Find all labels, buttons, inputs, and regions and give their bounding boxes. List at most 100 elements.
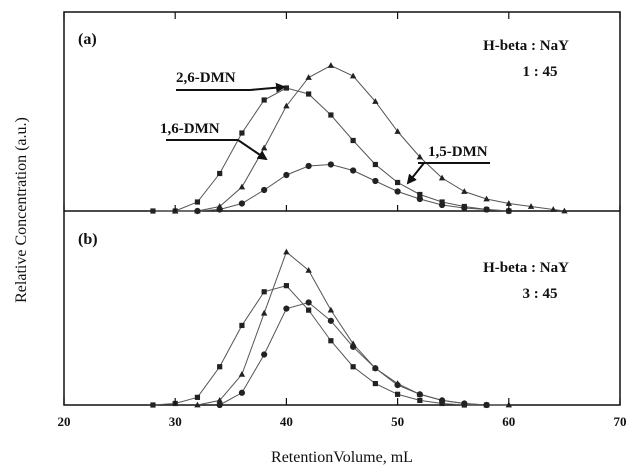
panel-b-2-6-dmn-point (395, 391, 401, 397)
y-axis-title: Relative Concentration (a.u.) (13, 117, 30, 303)
callout-2-6-dmn-arrow (249, 82, 286, 93)
panel-a-1-6-dmn-point (550, 206, 557, 212)
x-tick-label: 20 (58, 414, 71, 429)
panel-a-2-6-dmn-point (350, 137, 356, 144)
panel-b-1-5-dmn-point (394, 382, 401, 389)
callout-1-6-dmn-arrow (237, 139, 268, 161)
panel-b-2-6-dmn-point (217, 364, 223, 370)
panel-b-ratio-value: 3 : 45 (523, 286, 558, 302)
panel-a-ratio-value: 1 : 45 (523, 64, 558, 80)
x-tick-label: 30 (169, 414, 182, 429)
panel-a-1-6-dmn-point (305, 74, 312, 80)
panel-a-1-6-dmn-line (175, 64, 565, 212)
panel-a-2-6-dmn-point (306, 91, 312, 97)
panel-a-1-5-dmn-point (261, 186, 268, 194)
panel-b-2-6-dmn-line (152, 285, 487, 406)
panel-b-2-6-dmn-point (261, 289, 267, 295)
series-layer (150, 62, 568, 409)
panel-b-1-6-dmn-point (260, 309, 268, 316)
panel-b-1-5-dmn-point (327, 317, 334, 324)
panel-a-label: (a) (78, 31, 97, 48)
panel-a-ratio-title: H-beta : NaY (483, 38, 569, 54)
panel-b-1-6-dmn-point (327, 306, 335, 313)
panel-a-1-6-dmn-point (327, 62, 335, 68)
panel-a-2-6-dmn-point (194, 199, 201, 205)
panel-a-2-6-dmn-point (261, 97, 267, 103)
panel-b-1-5-dmn-point (416, 391, 423, 398)
panel-a-1-5-dmn-point (305, 162, 312, 170)
x-axis-title: RetentionVolume, mL (271, 449, 413, 466)
panel-b-1-6-dmn-point (283, 248, 290, 255)
panel-a-1-5-dmn-point (416, 195, 423, 203)
panel-b-1-5-dmn-point (238, 389, 246, 396)
panel-b-2-6-dmn-point (194, 394, 201, 400)
panel-a-1-6-dmn-point (561, 207, 568, 214)
x-tick-label: 60 (502, 414, 515, 429)
panel-b-2-6-dmn-point (372, 380, 378, 387)
callout-2-6-dmn-label: 2,6-DMN (176, 70, 236, 86)
panel-a-1-5-dmn-point (483, 206, 490, 213)
panel-a-1-5-dmn-point (438, 201, 446, 209)
panel-b-1-5-dmn-point (438, 397, 446, 404)
panel-a-1-6-dmn-point (238, 183, 246, 190)
panel-a-1-5-dmn-point (394, 188, 401, 195)
panel-a-2-6-dmn-point (217, 170, 223, 177)
panel-a-1-6-dmn-point (461, 188, 468, 194)
panel-b-2-6-dmn-point (239, 322, 245, 329)
panel-a-2-6-dmn-point (372, 161, 378, 168)
panel-b-2-6-dmn-point (150, 402, 156, 408)
panel-a-2-6-dmn-point (283, 85, 289, 91)
panel-b-2-6-dmn-point (328, 338, 334, 344)
panel-b-1-6-dmn-point (216, 397, 223, 403)
panel-a-1-6-dmn-point (483, 195, 490, 202)
panel-b-ratio-title: H-beta : NaY (483, 260, 569, 276)
panel-a-2-6-dmn-point (328, 112, 334, 118)
panel-b-1-6-dmn-line (197, 251, 509, 406)
panel-b-2-6-dmn-point (417, 397, 423, 404)
panel-b-label: (b) (78, 231, 98, 248)
panel-a-1-5-dmn-point (461, 204, 468, 212)
panel-a-1-6-dmn-point (505, 200, 512, 206)
callout-1-5-dmn-label: 1,5-DMN (428, 144, 488, 160)
panel-a-1-5-dmn-point (327, 161, 334, 168)
panel-a-1-6-dmn-point (527, 203, 535, 209)
panel-b-1-5-dmn-point (216, 401, 223, 409)
panel-a-1-6-dmn-point (349, 72, 357, 79)
panel-a-1-6-dmn-point (416, 153, 424, 160)
x-tick-label: 70 (614, 414, 627, 429)
panel-b-1-5-dmn-point (372, 365, 379, 372)
panel-b-1-5-dmn-point (305, 299, 312, 306)
x-tick-label: 40 (280, 414, 293, 429)
panel-b-1-5-dmn-point (283, 305, 290, 312)
panel-b-2-6-dmn-point (283, 283, 289, 289)
panel-a-2-6-dmn-point (395, 179, 401, 186)
panel-a-1-6-dmn-point (394, 128, 401, 134)
panel-a-1-5-dmn-point (372, 177, 379, 185)
panel-a-1-5-dmn-point (350, 167, 357, 174)
panel-a-1-5-dmn-point (194, 207, 201, 215)
x-axis: 20 30 40 50 60 70 (58, 12, 627, 429)
panel-a-1-5-dmn-point (216, 206, 223, 213)
panel-b-2-6-dmn-point (350, 364, 356, 370)
panel-b-1-6-dmn-point (305, 266, 312, 273)
panel-b-1-5-dmn-point (483, 401, 490, 409)
panel-a-1-6-dmn-point (283, 102, 290, 109)
panel-a-1-5-dmn-point (283, 171, 290, 179)
panel-a-1-5-dmn-point (238, 200, 246, 207)
callout-1-5-dmn-arrow (406, 162, 425, 185)
panel-a-1-6-dmn-point (372, 98, 379, 104)
panel-b-1-5-dmn-point (261, 351, 268, 358)
panel-b-1-5-dmn-line (219, 301, 487, 406)
panel-b-1-6-dmn-point (194, 401, 201, 408)
panel-a-1-6-dmn-point (260, 144, 268, 151)
x-tick-label: 50 (391, 414, 404, 429)
callout-1-6-dmn-label: 1,6-DMN (160, 121, 220, 137)
panel-a-2-6-dmn-point (150, 208, 156, 214)
panel-b-2-6-dmn-point (306, 307, 312, 313)
panel-a-2-6-dmn-point (417, 191, 423, 198)
panel-b-1-6-dmn-point (238, 371, 246, 377)
panel-b-1-5-dmn-point (350, 343, 357, 350)
panel-b-1-5-dmn-point (461, 400, 468, 407)
panel-a-2-6-dmn-point (239, 130, 245, 136)
